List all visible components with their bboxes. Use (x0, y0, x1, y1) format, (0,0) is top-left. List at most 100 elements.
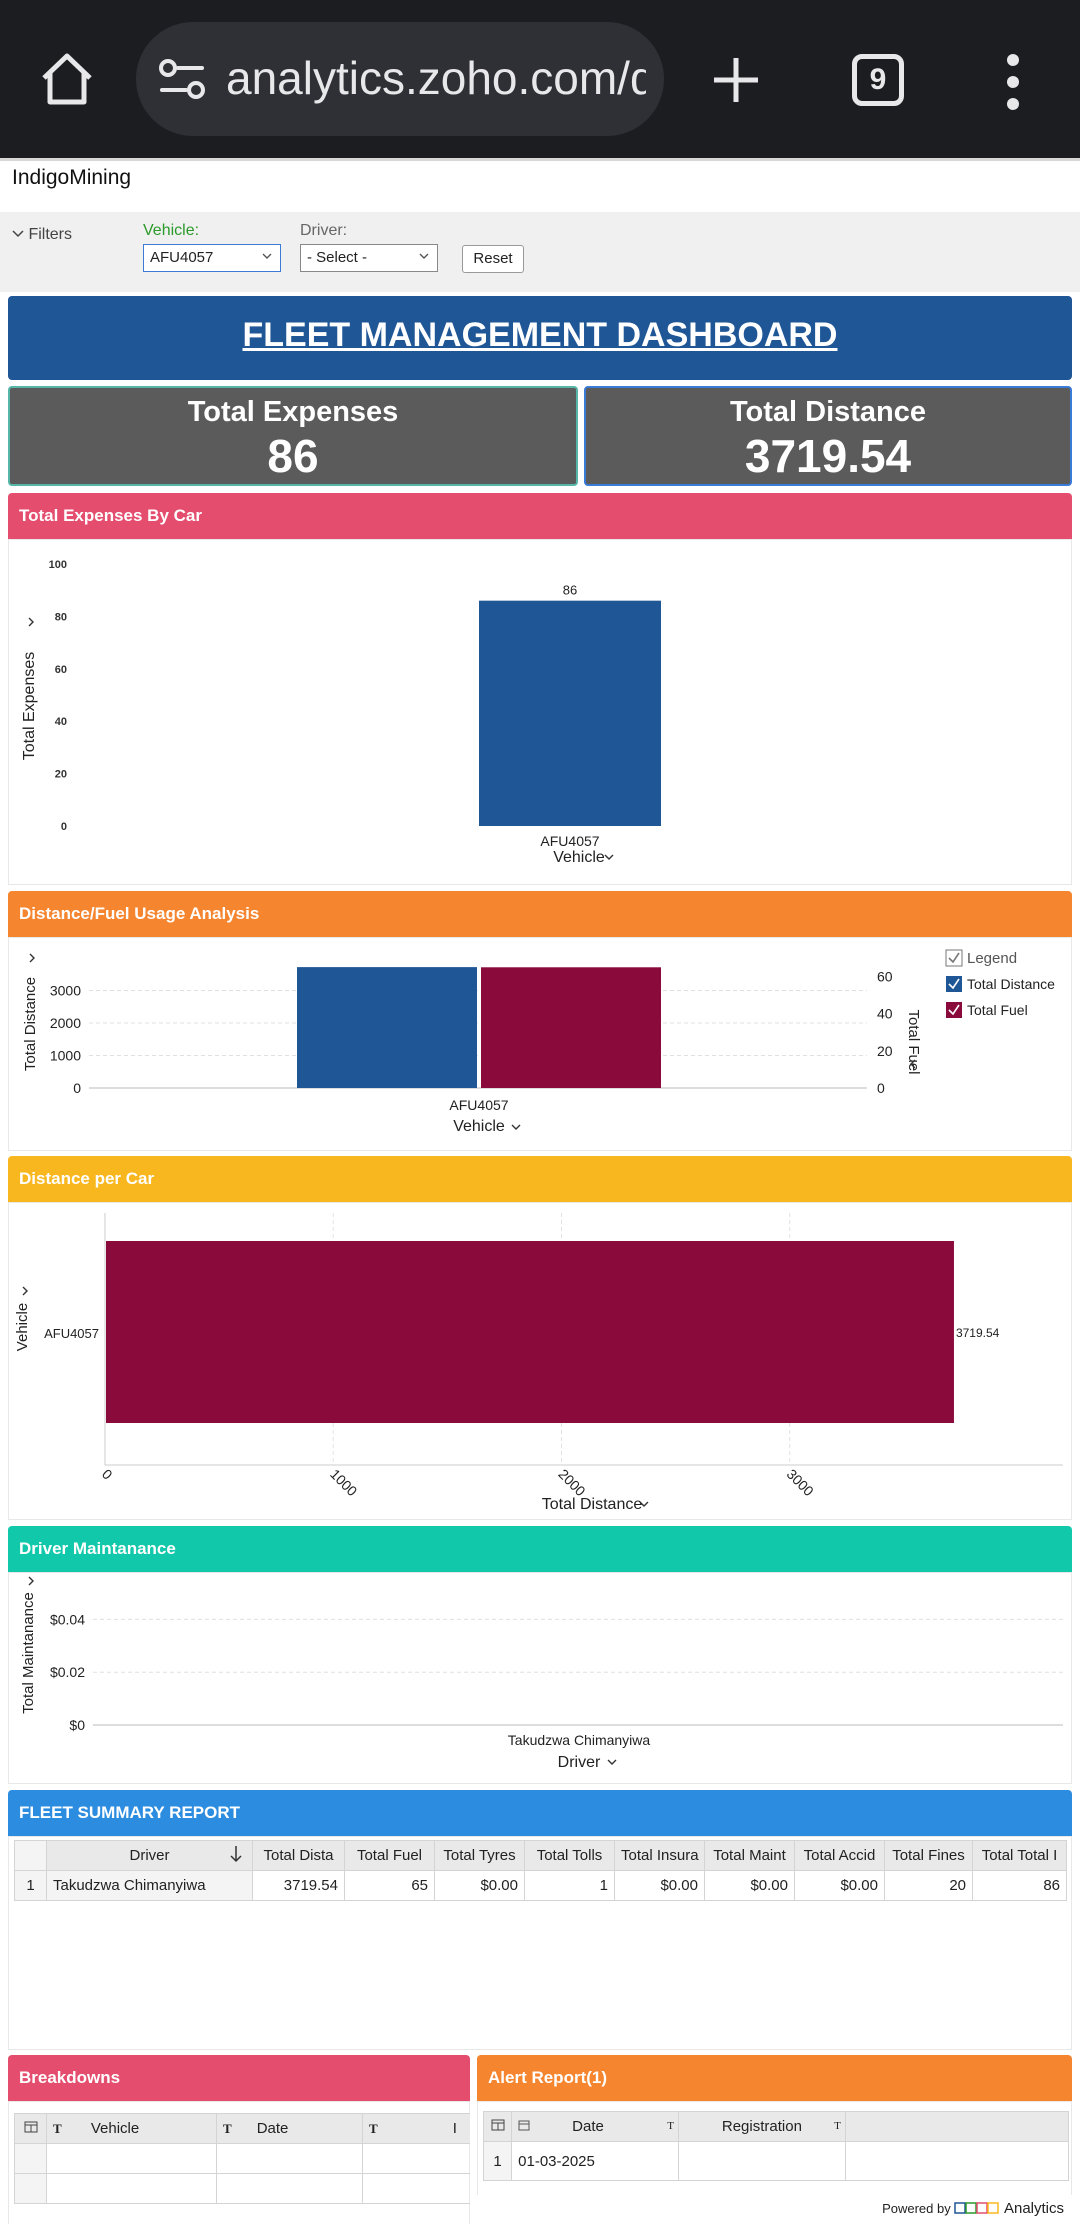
table-cell[interactable]: $0.00 (434, 1870, 525, 1901)
kpi-value: 3719.54 (744, 430, 912, 482)
text-type-icon: T (369, 2121, 378, 2136)
panel-title: Total Expenses By Car (8, 493, 1072, 539)
table-cell[interactable]: $0.00 (794, 1870, 885, 1901)
table-row[interactable] (14, 2143, 470, 2174)
total-distance-card: Total Distance 3719.54 (584, 386, 1072, 486)
column-header[interactable]: T I (362, 2113, 470, 2144)
x-tick-label: Takudzwa Chimanyiwa (508, 1732, 651, 1748)
chevron-down-icon[interactable] (29, 953, 35, 963)
table-cell[interactable]: $0.00 (704, 1870, 795, 1901)
check-icon (948, 952, 960, 964)
chevron-down-icon (419, 253, 429, 259)
y-tick-label: $0 (69, 1717, 85, 1733)
y-tick-label: AFU4057 (44, 1326, 99, 1341)
y2-tick-label: 0 (877, 1080, 885, 1096)
address-bar[interactable]: analytics.zoho.com/d (136, 22, 664, 136)
column-header[interactable]: Total Tolls (524, 1840, 615, 1871)
column-header[interactable]: Total Fuel (344, 1840, 435, 1871)
table-row[interactable] (14, 2173, 470, 2204)
alert-report-panel: Alert Report(1) Date T Registration T 1 01… (477, 2055, 1072, 2195)
column-header-vehicle[interactable]: T Vehicle (46, 2113, 217, 2144)
table-header-row: Driver Total Dista Total Fuel Total Tyre… (14, 1840, 1067, 1871)
column-header-date[interactable]: T Date (216, 2113, 363, 2144)
filters-toggle[interactable]: Filters (12, 226, 72, 244)
y2-tick-label: 20 (877, 1043, 893, 1059)
new-tab-icon[interactable] (708, 52, 764, 108)
url-text[interactable]: analytics.zoho.com/d (226, 52, 646, 104)
table-cell[interactable]: 01-03-2025 (511, 2141, 679, 2181)
chevron-down-icon[interactable] (28, 1576, 34, 1586)
column-header-date[interactable]: Date T (511, 2111, 679, 2142)
legend-item: Total Distance (967, 976, 1055, 992)
calendar-type-icon (518, 2118, 530, 2135)
driver-filter-label: Driver: (300, 222, 348, 239)
column-header[interactable]: Total Maint (704, 1840, 795, 1871)
column-header[interactable]: Total Dista (252, 1840, 345, 1871)
table-header-row: Date T Registration T (482, 2111, 1070, 2142)
table-cell[interactable] (677, 2141, 846, 2181)
column-header[interactable]: Total Tyres (434, 1840, 525, 1871)
column-label: Date (572, 2118, 604, 2135)
x-tick-label: 3000 (784, 1466, 817, 1499)
total-expenses-card: Total Expenses 86 (8, 386, 578, 486)
y-tick-label: 0 (61, 821, 67, 833)
table-row[interactable]: 1 01-03-2025 (482, 2141, 1070, 2181)
table-cell[interactable]: 65 (344, 1870, 435, 1901)
sort-descending-icon[interactable] (230, 1845, 242, 1867)
reset-button[interactable]: Reset (462, 245, 524, 273)
chevron-down-icon (12, 226, 28, 243)
y-tick-label: 20 (55, 769, 67, 781)
chevron-down-icon[interactable] (639, 1501, 649, 1507)
tab-switcher-button[interactable]: 9 (852, 54, 904, 106)
y2-tick-label: 40 (877, 1006, 893, 1022)
table-settings-icon[interactable] (482, 2111, 513, 2142)
text-type-icon: T (53, 2121, 62, 2136)
y-tick-label: 80 (55, 611, 67, 623)
y-tick-label: 1000 (50, 1048, 81, 1064)
y-axis-label: Total Maintanance (20, 1592, 37, 1714)
legend-item: Total Fuel (967, 1002, 1028, 1018)
more-menu-icon[interactable] (1000, 52, 1026, 112)
chevron-down-icon[interactable] (28, 617, 34, 627)
column-header[interactable]: Total Accid (794, 1840, 885, 1871)
bar-total-distance (297, 967, 477, 1088)
chevron-down-icon[interactable] (607, 1759, 617, 1765)
column-header[interactable] (844, 2111, 1070, 2142)
dashboard-title[interactable]: FLEET MANAGEMENT DASHBOARD (242, 316, 838, 354)
table-settings-icon[interactable] (14, 2113, 47, 2144)
x-tick-label: AFU4057 (449, 1097, 508, 1113)
bar (479, 600, 661, 826)
vehicle-filter-select[interactable]: AFU4057 (143, 244, 281, 272)
panel-title: Driver Maintanance (8, 1526, 1072, 1572)
table-cell[interactable] (844, 2141, 1070, 2181)
chevron-down-icon[interactable] (910, 1059, 916, 1069)
column-header[interactable]: Total Insura (614, 1840, 705, 1871)
table-cell[interactable]: 1 (524, 1870, 615, 1901)
y-tick-label: 40 (55, 716, 67, 728)
column-header[interactable]: Total Fines (884, 1840, 973, 1871)
chevron-down-icon[interactable] (511, 1124, 521, 1130)
column-header-driver[interactable]: Driver (46, 1840, 253, 1871)
y2-axis-label: Total Fuel (905, 1009, 922, 1074)
powered-by-footer[interactable]: Powered by Analytics (882, 2200, 1064, 2219)
chevron-down-icon[interactable] (22, 1286, 28, 1296)
chevron-down-icon[interactable] (604, 854, 614, 860)
vehicle-filter-label: Vehicle: (143, 222, 200, 239)
data-label: 86 (563, 583, 577, 598)
table-cell[interactable]: 20 (884, 1870, 973, 1901)
table-cell[interactable]: 3719.54 (252, 1870, 345, 1901)
table-cell[interactable]: Takudzwa Chimanyiwa (46, 1870, 253, 1901)
table-row[interactable]: 1 Takudzwa Chimanyiwa 3719.54 65 $0.00 1… (14, 1870, 1067, 1901)
chevron-down-icon (262, 253, 272, 259)
table-cell[interactable]: 86 (972, 1870, 1067, 1901)
column-header[interactable]: Total Total I (972, 1840, 1067, 1871)
site-settings-icon[interactable] (158, 58, 208, 100)
table-cell[interactable]: $0.00 (614, 1870, 705, 1901)
home-icon[interactable] (38, 50, 96, 108)
x-axis-label: Vehicle (553, 849, 605, 866)
column-header-registration[interactable]: Registration T (677, 2111, 846, 2142)
panel-title: Distance/Fuel Usage Analysis (8, 891, 1072, 937)
x-tick-label: 2000 (555, 1466, 588, 1499)
check-icon (948, 1004, 960, 1016)
driver-filter-select[interactable]: - Select - (300, 244, 438, 272)
